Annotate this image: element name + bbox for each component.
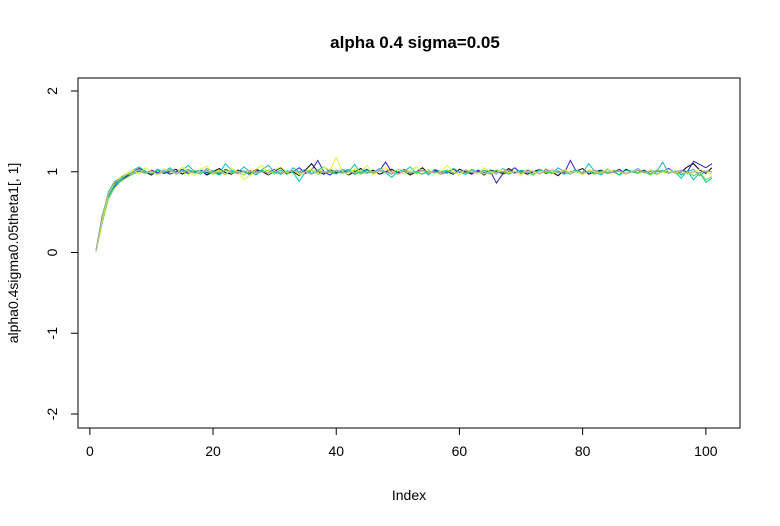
y-axis-label: alpha0.4sigma0.05theta1[, 1] — [5, 163, 21, 344]
x-tick-label: 100 — [694, 443, 718, 459]
y-tick-label: 2 — [44, 87, 60, 95]
y-tick-label: 1 — [44, 168, 60, 176]
x-axis-label: Index — [392, 487, 426, 503]
series-line-4 — [95, 168, 713, 251]
series-line-7 — [95, 168, 713, 251]
series-line-5 — [95, 168, 713, 252]
series-line-1 — [95, 162, 713, 251]
x-tick-label: 0 — [86, 443, 94, 459]
series-layer — [95, 155, 713, 252]
plot-frame — [77, 77, 741, 429]
series-line-6 — [95, 155, 713, 251]
y-tick-label: 0 — [44, 248, 60, 256]
y-tick-label: -2 — [44, 408, 60, 421]
x-axis: 0 20 40 60 80 100 — [86, 427, 718, 459]
y-axis: -2 -1 0 1 2 — [44, 87, 79, 421]
chart-title: alpha 0.4 sigma=0.05 — [330, 33, 500, 52]
x-tick-label: 20 — [205, 443, 221, 459]
x-tick-label: 40 — [328, 443, 344, 459]
x-tick-label: 80 — [575, 443, 591, 459]
y-tick-label: -1 — [44, 327, 60, 340]
x-tick-label: 60 — [452, 443, 468, 459]
